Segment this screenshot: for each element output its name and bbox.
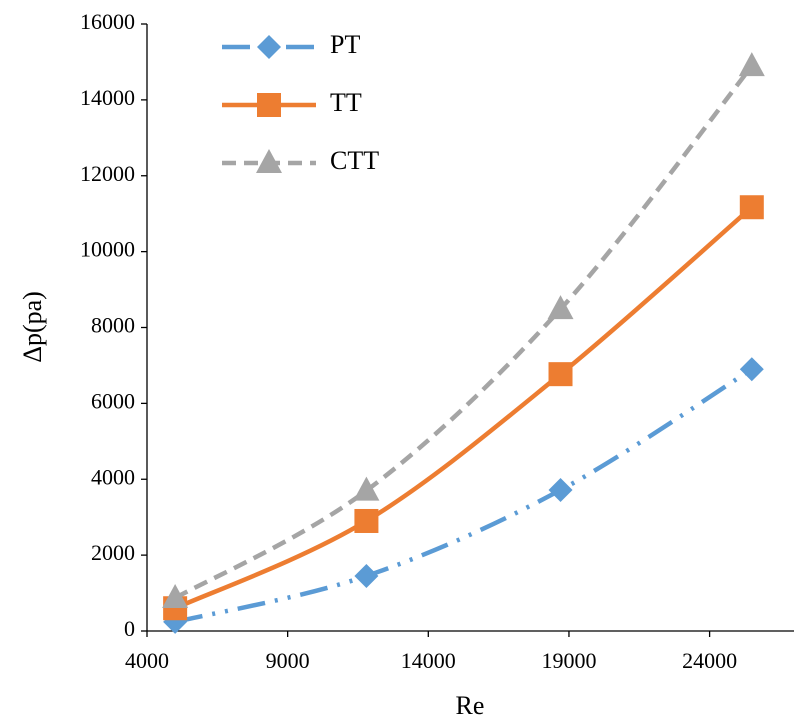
x-tick-label: 19000	[541, 648, 596, 673]
x-axis-label: Re	[456, 691, 485, 720]
y-tick-label: 6000	[91, 388, 135, 413]
y-tick-label: 16000	[80, 9, 135, 34]
marker	[739, 357, 764, 382]
y-tick-label: 10000	[80, 237, 135, 262]
marker	[738, 52, 765, 77]
marker	[257, 35, 281, 59]
x-tick-label: 9000	[266, 648, 310, 673]
y-tick-label: 2000	[91, 540, 135, 565]
marker	[354, 563, 379, 588]
series-line	[174, 64, 754, 600]
marker	[162, 583, 189, 608]
y-tick-label: 8000	[91, 313, 135, 338]
series-line	[174, 205, 754, 611]
marker	[256, 149, 282, 173]
x-tick-label: 4000	[125, 648, 169, 673]
legend-label: TT	[330, 88, 362, 117]
x-tick-label: 24000	[682, 648, 737, 673]
legend-label: CTT	[330, 146, 379, 175]
series-line	[174, 367, 754, 625]
marker	[257, 93, 281, 117]
y-axis-label: Δp(pa)	[18, 291, 47, 363]
y-tick-label: 14000	[80, 85, 135, 110]
legend-label: PT	[330, 30, 360, 59]
x-tick-label: 14000	[401, 648, 456, 673]
marker	[353, 476, 380, 501]
marker	[548, 362, 573, 387]
y-tick-label: 12000	[80, 161, 135, 186]
marker	[547, 295, 574, 320]
marker	[548, 478, 573, 503]
y-tick-label: 4000	[91, 464, 135, 489]
y-tick-label: 0	[124, 616, 135, 641]
marker	[354, 508, 379, 533]
marker	[739, 195, 764, 220]
